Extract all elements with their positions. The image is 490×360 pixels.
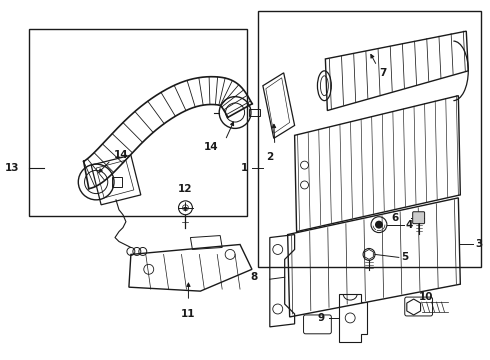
Text: 13: 13	[5, 163, 20, 173]
Bar	[258, 11, 481, 267]
Text: 1: 1	[241, 163, 248, 173]
Text: 14: 14	[114, 150, 129, 160]
Text: 9: 9	[317, 313, 324, 323]
Text: 10: 10	[418, 292, 433, 302]
Text: 3: 3	[475, 239, 483, 249]
Bar	[29, 29, 247, 216]
Text: 5: 5	[401, 252, 408, 262]
Text: 7: 7	[379, 68, 386, 78]
Circle shape	[375, 221, 383, 229]
Text: 4: 4	[406, 220, 413, 230]
Text: 11: 11	[181, 309, 196, 319]
Text: 2: 2	[266, 152, 273, 162]
Text: 6: 6	[392, 213, 399, 223]
Text: 12: 12	[178, 184, 193, 194]
FancyBboxPatch shape	[413, 212, 425, 224]
Text: 8: 8	[251, 272, 258, 282]
Text: 14: 14	[203, 142, 218, 152]
